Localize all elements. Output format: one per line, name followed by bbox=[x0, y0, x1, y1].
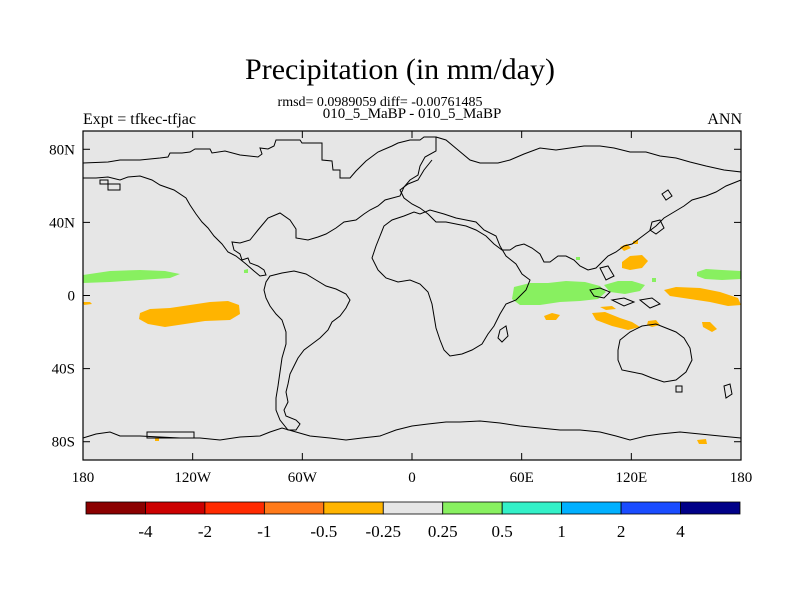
case-subtitle: 010_5_MaBP - 010_5_MaBP bbox=[322, 106, 502, 122]
coastline bbox=[82, 136, 437, 277]
anomaly-patch bbox=[83, 302, 92, 305]
coastlines bbox=[82, 136, 742, 441]
latitude-axis: 80N 40N 0 40S 80S bbox=[49, 142, 741, 451]
coastline bbox=[146, 431, 195, 439]
coastline bbox=[497, 325, 509, 343]
coastline bbox=[263, 270, 351, 431]
colorbar-swatch bbox=[263, 501, 325, 515]
coastline bbox=[610, 297, 636, 307]
anomaly-patch bbox=[83, 270, 180, 283]
coastline bbox=[649, 219, 665, 235]
y-tick-label: 40S bbox=[52, 362, 75, 378]
anomaly-patch bbox=[139, 301, 240, 327]
x-tick-label: 60E bbox=[510, 470, 534, 486]
colorbar-swatch bbox=[382, 501, 444, 515]
anomaly-patch bbox=[576, 257, 580, 260]
x-tick-label: 120W bbox=[174, 470, 212, 486]
colorbar: -4 -2 -1 -0.5 -0.25 0.25 0.5 1 2 4 bbox=[85, 501, 741, 541]
colorbar-swatch bbox=[85, 501, 146, 515]
colorbar-swatch bbox=[145, 501, 206, 515]
season-label: ANN bbox=[707, 111, 742, 128]
coastline bbox=[399, 136, 742, 271]
anomaly-patch bbox=[702, 322, 717, 332]
colorbar-label: 4 bbox=[676, 522, 685, 541]
anomaly-patch bbox=[592, 312, 640, 330]
anomaly-patch bbox=[512, 281, 606, 305]
coastline bbox=[589, 287, 611, 299]
y-tick-label: 80S bbox=[52, 435, 75, 451]
coastline bbox=[675, 385, 683, 393]
stats-subtitle: rmsd= 0.0989059 diff= -0.00761485 bbox=[277, 95, 483, 110]
colorbar-label: 0.25 bbox=[428, 522, 458, 541]
coastline bbox=[99, 179, 121, 191]
coastline bbox=[661, 189, 673, 201]
colorbar-swatch bbox=[204, 501, 265, 515]
experiment-label: Expt = tfkec-tfjac bbox=[83, 111, 196, 128]
colorbar-swatch bbox=[501, 501, 563, 515]
anomaly-patch bbox=[604, 281, 645, 294]
colorbar-label: -1 bbox=[257, 522, 271, 541]
coastline bbox=[617, 323, 693, 383]
y-tick-label: 80N bbox=[49, 142, 75, 158]
colorbar-swatch bbox=[620, 501, 681, 515]
colorbar-label: -0.5 bbox=[310, 522, 337, 541]
anomaly-patch bbox=[620, 244, 631, 251]
map-plot-area bbox=[83, 131, 741, 460]
colorbar-label: 0.5 bbox=[492, 522, 513, 541]
longitude-axis: 180 120W 60W 0 60E 120E 180 bbox=[72, 131, 753, 486]
y-tick-label: 40N bbox=[49, 215, 75, 231]
coastline bbox=[723, 383, 733, 399]
colorbar-label: -2 bbox=[198, 522, 212, 541]
anomaly-patch bbox=[544, 313, 560, 320]
colorbar-label: 1 bbox=[557, 522, 566, 541]
colorbar-label: -0.25 bbox=[366, 522, 401, 541]
colorbar-swatch bbox=[561, 501, 622, 515]
x-tick-label: 0 bbox=[408, 470, 416, 486]
x-tick-label: 180 bbox=[730, 470, 753, 486]
anomaly-patch bbox=[600, 306, 616, 310]
x-tick-label: 180 bbox=[72, 470, 95, 486]
colorbar-label: 2 bbox=[617, 522, 626, 541]
coastline bbox=[599, 265, 615, 281]
colorbar-swatch bbox=[680, 501, 741, 515]
anomaly-patches bbox=[83, 240, 741, 444]
anomaly-patch bbox=[622, 255, 648, 270]
anomaly-patch bbox=[244, 269, 248, 273]
anomaly-patch bbox=[652, 278, 656, 282]
colorbar-swatch bbox=[442, 501, 503, 515]
anomaly-patch bbox=[664, 287, 741, 306]
coastline bbox=[371, 209, 531, 357]
coastline bbox=[638, 297, 662, 309]
anomaly-patch bbox=[155, 438, 159, 441]
colorbar-swatch bbox=[323, 501, 384, 515]
y-tick-label: 0 bbox=[68, 289, 76, 305]
colorbar-label: -4 bbox=[138, 522, 153, 541]
x-tick-label: 120E bbox=[615, 470, 647, 486]
x-tick-label: 60W bbox=[288, 470, 318, 486]
anomaly-patch bbox=[697, 439, 707, 444]
map-title: Precipitation (in mm/day) bbox=[245, 53, 555, 86]
anomaly-patch bbox=[697, 269, 741, 280]
